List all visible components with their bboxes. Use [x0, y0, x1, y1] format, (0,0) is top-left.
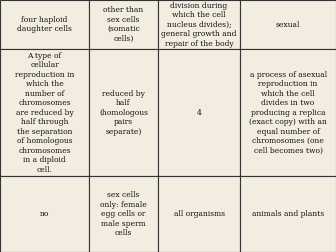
- Text: reduced by
half
(homologous
pairs
separate): reduced by half (homologous pairs separa…: [99, 90, 148, 136]
- Bar: [0, 0, 89, 49]
- Bar: [240, 49, 336, 176]
- Text: sex cells
only: female
egg cells or
male sperm
cells: sex cells only: female egg cells or male…: [100, 191, 147, 237]
- Bar: [240, 0, 336, 49]
- Bar: [158, 176, 240, 252]
- Bar: [89, 49, 158, 176]
- Text: all organisms: all organisms: [173, 210, 225, 218]
- Text: sexual: sexual: [276, 21, 300, 28]
- Text: other than
sex cells
(somatic
cells): other than sex cells (somatic cells): [103, 6, 143, 43]
- Bar: [240, 176, 336, 252]
- Text: A type of
cellular
reproduction in
which the
number of
chromosomes
are reduced b: A type of cellular reproduction in which…: [15, 52, 74, 174]
- Text: 4: 4: [197, 109, 202, 117]
- Text: division during
which the cell
nucleus divides);
general growth and
repair of th: division during which the cell nucleus d…: [161, 2, 237, 48]
- Bar: [158, 0, 240, 49]
- Bar: [158, 49, 240, 176]
- Bar: [89, 176, 158, 252]
- Text: four haploid
daughter cells: four haploid daughter cells: [17, 16, 72, 33]
- Bar: [0, 49, 89, 176]
- Bar: [0, 176, 89, 252]
- Bar: [89, 0, 158, 49]
- Text: no: no: [40, 210, 49, 218]
- Text: animals and plants: animals and plants: [252, 210, 324, 218]
- Text: a process of asexual
reproduction in
which the cell
divides in two
producing a r: a process of asexual reproduction in whi…: [249, 71, 327, 155]
